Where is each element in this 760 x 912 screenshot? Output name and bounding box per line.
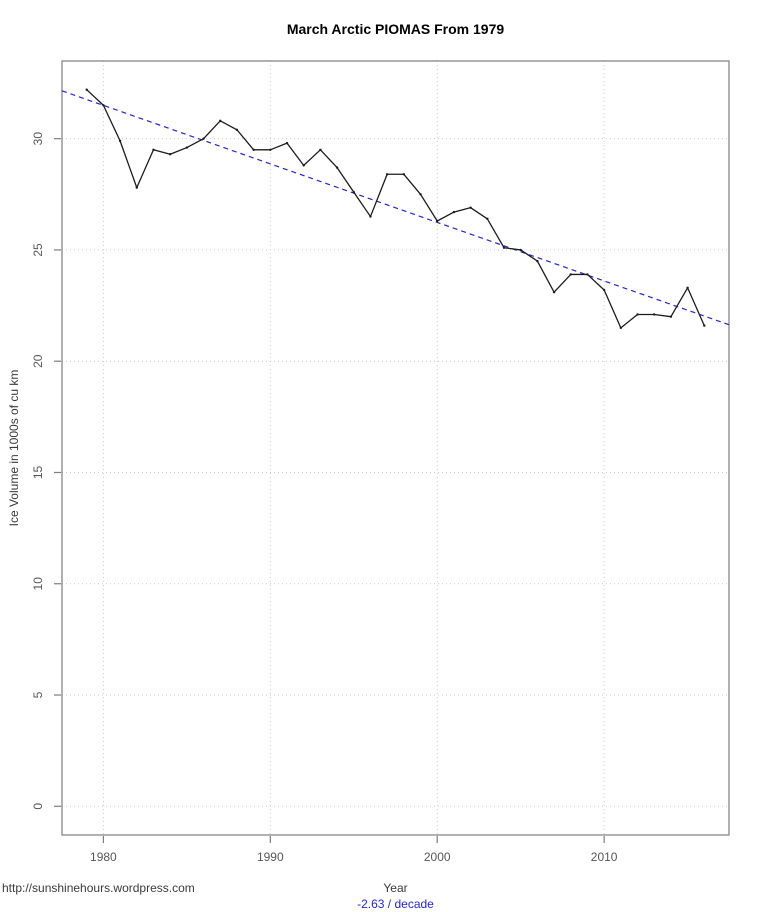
x-tick-label: 2000: [424, 850, 451, 864]
data-point: [436, 219, 439, 223]
data-point: [686, 286, 689, 289]
y-tick-label: 5: [31, 691, 45, 698]
data-point: [252, 148, 255, 151]
data-line: [86, 89, 705, 329]
x-tick-label: 1980: [90, 850, 117, 864]
data-point: [602, 288, 606, 292]
data-point: [118, 139, 122, 143]
y-tick-label: 10: [31, 577, 45, 591]
plot-box: [61, 60, 730, 836]
chart-title: March Arctic PIOMAS From 1979: [286, 21, 505, 37]
data-point: [452, 210, 456, 214]
data-point: [168, 153, 172, 156]
y-tick-label: 30: [31, 132, 45, 146]
y-tick-label: 15: [31, 465, 45, 479]
data-point: [536, 259, 539, 263]
data-point: [469, 206, 472, 209]
data-point: [135, 186, 138, 189]
data-point: [636, 313, 639, 316]
data-point: [219, 119, 222, 123]
data-point: [152, 148, 155, 151]
data-point: [552, 291, 556, 294]
x-tick-label: 2010: [591, 850, 618, 864]
data-point: [586, 273, 589, 276]
trend-line: [61, 90, 730, 326]
data-point: [519, 248, 522, 252]
data-point: [419, 193, 422, 196]
y-tick-label: 25: [31, 243, 45, 257]
data-point: [619, 326, 623, 330]
data-point: [202, 137, 205, 140]
data-point: [285, 141, 289, 145]
y-axis-label: Ice Volume in 1000s of cu km: [7, 370, 21, 527]
data-point: [402, 173, 406, 176]
data-point: [269, 148, 272, 151]
data-point: [502, 246, 506, 249]
data-point: [185, 146, 189, 149]
data-point: [235, 128, 239, 131]
data-point: [703, 324, 706, 327]
data-point: [102, 104, 105, 107]
x-axis-label: Year: [383, 881, 408, 895]
data-point: [319, 148, 322, 151]
data-point: [352, 190, 355, 194]
y-tick-label: 0: [31, 803, 45, 810]
data-point: [669, 315, 673, 318]
data-point: [486, 217, 489, 220]
source-url: http://sunshinehours.wordpress.com: [2, 881, 195, 895]
data-point: [302, 164, 305, 167]
x-tick-label: 1990: [257, 850, 284, 864]
y-tick-label: 20: [31, 354, 45, 368]
data-point: [385, 173, 389, 176]
data-point: [653, 313, 656, 316]
data-point: [569, 273, 572, 276]
data-point: [335, 166, 339, 169]
data-point: [85, 88, 88, 91]
data-point: [369, 215, 372, 218]
trend-annotation: -2.63 / decade: [357, 897, 434, 911]
